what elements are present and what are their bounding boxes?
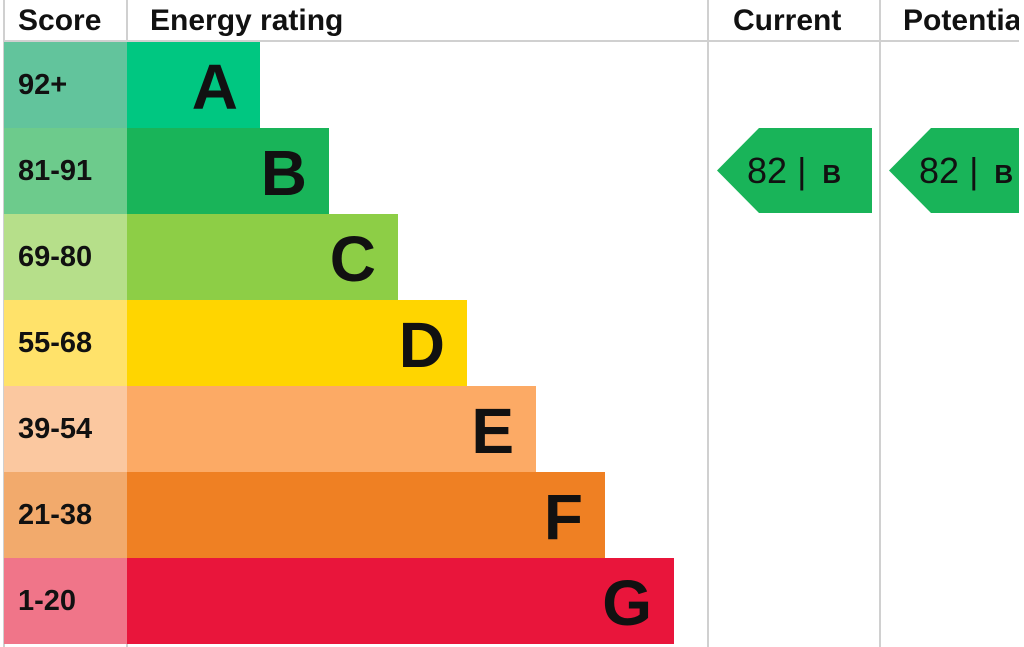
header-divider (4, 40, 1019, 42)
rating-bar-g: G (127, 558, 674, 644)
divider (707, 0, 709, 647)
current-rating-arrow: 82 | B (717, 128, 872, 213)
rating-bar-c: C (127, 214, 398, 300)
rating-letter: E (471, 395, 514, 467)
score-range-a: 92+ (4, 42, 127, 128)
rating-letter: F (543, 481, 583, 553)
rating-letter: G (602, 567, 652, 639)
potential-score: 82 (919, 150, 960, 191)
rating-letter: C (329, 223, 376, 295)
score-range-c: 69-80 (4, 214, 127, 300)
separator: | (797, 150, 807, 191)
header-score: Score (18, 4, 102, 37)
rating-letter: A (191, 51, 238, 123)
header-current: Current (733, 4, 842, 37)
rating-letter: D (398, 309, 445, 381)
score-range-g: 1-20 (4, 558, 127, 644)
score-range-d: 55-68 (4, 300, 127, 386)
rating-bar-e: E (127, 386, 536, 472)
current-score: 82 (747, 150, 788, 191)
score-range-f: 21-38 (4, 472, 127, 558)
arrow-shape (717, 128, 872, 213)
score-range-e: 39-54 (4, 386, 127, 472)
separator: | (969, 150, 979, 191)
current-rating-label: 82 | B (747, 128, 841, 217)
rating-bar-d: D (127, 300, 467, 386)
rating-bar-a: A (127, 42, 260, 128)
potential-rating-arrow: 82 | B (889, 128, 1019, 213)
potential-letter: B (994, 159, 1014, 189)
arrow-shape (889, 128, 1019, 213)
divider (879, 0, 881, 647)
rating-bar-b: B (127, 128, 329, 214)
header-energy-rating: Energy rating (150, 4, 344, 37)
current-letter: B (822, 159, 842, 189)
header-potential: Potential (903, 4, 1019, 37)
rating-bar-f: F (127, 472, 605, 558)
score-range-b: 81-91 (4, 128, 127, 214)
rating-letter: B (260, 137, 307, 209)
potential-rating-label: 82 | B (919, 128, 1013, 217)
